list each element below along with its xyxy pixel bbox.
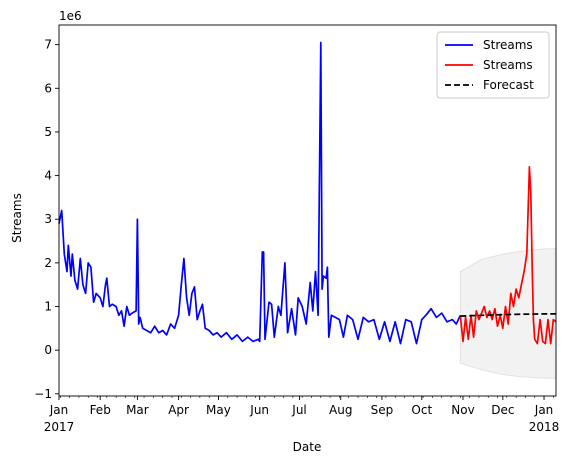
x-tick-label: Jul: [291, 403, 306, 417]
y-tick-label: 3: [44, 212, 52, 226]
x-tick-label: Jan: [49, 403, 69, 417]
x-tick-year-label: 2017: [44, 420, 75, 434]
y-tick-label: 0: [44, 343, 52, 357]
series-line-2: [459, 166, 557, 345]
y-tick-label: 4: [44, 169, 52, 183]
series-layer: [58, 41, 557, 345]
series-line-1: [58, 41, 462, 345]
x-tick-label: Sep: [371, 403, 394, 417]
x-tick-year-label: 2018: [529, 420, 560, 434]
y-tick-label: 1: [44, 300, 52, 314]
series-line-3: [460, 313, 556, 317]
x-axis-label: Date: [293, 440, 322, 454]
x-tick-label: Mar: [126, 403, 149, 417]
y-axis-label: Streams: [10, 193, 24, 243]
y-offset-label: 1e6: [59, 9, 82, 23]
y-tick-label: −1: [34, 387, 52, 401]
x-tick-label: Apr: [168, 403, 189, 417]
y-tick-label: 7: [44, 38, 52, 52]
x-tick-label: Dec: [491, 403, 514, 417]
legend-label-2: Streams: [483, 58, 533, 72]
y-axis: −1 0 1 2 3 4 5 6 7: [34, 38, 59, 401]
legend-label-3: Forecast: [483, 78, 534, 92]
x-tick-label: Oct: [411, 403, 432, 417]
x-tick-label: May: [206, 403, 231, 417]
x-tick-label: Jun: [249, 403, 269, 417]
x-tick-label: Aug: [329, 403, 352, 417]
y-tick-label: 6: [44, 81, 52, 95]
y-tick-label: 2: [44, 256, 52, 270]
legend-box: [436, 31, 550, 99]
y-tick-label: 5: [44, 125, 52, 139]
legend: Streams Streams Forecast: [436, 31, 550, 99]
plot-frame: [58, 24, 557, 397]
x-tick-label: Nov: [451, 403, 474, 417]
x-axis: Jan 2017 Feb Mar Apr May Jun Jul Aug Sep Oct Nov Dec…: [44, 396, 560, 434]
legend-label-1: Streams: [483, 38, 533, 52]
x-tick-label: Jan: [534, 403, 554, 417]
x-tick-label: Feb: [90, 403, 111, 417]
